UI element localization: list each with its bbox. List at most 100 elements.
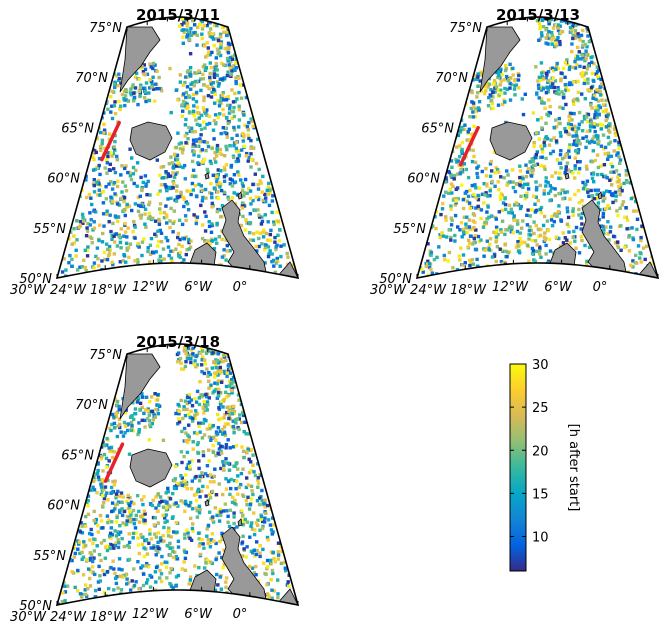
data-point xyxy=(602,163,607,167)
data-point xyxy=(137,520,142,524)
data-point xyxy=(92,475,96,479)
data-point xyxy=(139,204,143,208)
data-point xyxy=(161,247,166,251)
data-point xyxy=(257,502,262,507)
data-point xyxy=(576,32,580,36)
data-point xyxy=(454,157,458,162)
data-point xyxy=(92,488,97,492)
data-point xyxy=(184,90,188,95)
data-point xyxy=(462,162,466,166)
data-point xyxy=(247,432,251,436)
data-point xyxy=(215,359,219,363)
data-point xyxy=(617,184,621,189)
data-point xyxy=(184,431,188,435)
data-point xyxy=(94,182,99,186)
data-point xyxy=(486,104,491,108)
data-point xyxy=(208,159,213,164)
data-point xyxy=(265,188,269,193)
data-point xyxy=(528,225,532,229)
data-point xyxy=(251,124,255,128)
data-point xyxy=(273,270,278,274)
data-point xyxy=(239,223,243,228)
data-point xyxy=(202,83,206,87)
data-point xyxy=(153,516,157,520)
data-point xyxy=(255,548,259,553)
data-point xyxy=(565,62,570,67)
data-point xyxy=(63,590,68,594)
data-point xyxy=(442,194,446,198)
data-point xyxy=(102,538,106,543)
data-point xyxy=(571,207,575,211)
data-point xyxy=(140,187,144,191)
data-point xyxy=(185,28,189,32)
data-point xyxy=(234,146,239,151)
data-point xyxy=(208,75,212,80)
data-point xyxy=(142,495,146,499)
data-point xyxy=(225,509,229,513)
data-point xyxy=(158,228,162,233)
data-point xyxy=(597,140,601,144)
data-point xyxy=(110,509,114,514)
data-point xyxy=(444,218,448,222)
data-point xyxy=(214,366,218,370)
data-point xyxy=(458,258,462,262)
data-point xyxy=(223,502,227,506)
data-point xyxy=(225,147,229,152)
data-point xyxy=(98,579,103,583)
data-point xyxy=(164,204,168,208)
data-point xyxy=(92,556,96,560)
data-point xyxy=(623,245,627,250)
data-point xyxy=(550,186,554,190)
data-point xyxy=(203,472,208,476)
data-point xyxy=(155,158,159,162)
data-point xyxy=(99,485,104,489)
data-point xyxy=(101,505,105,509)
colorbar-label: [h after start] xyxy=(566,424,581,512)
data-point xyxy=(241,202,246,206)
data-point xyxy=(617,143,621,147)
data-point xyxy=(73,551,77,556)
data-point xyxy=(583,78,587,82)
data-point xyxy=(199,184,203,188)
data-point xyxy=(559,71,563,75)
data-point xyxy=(468,115,472,119)
data-point xyxy=(191,419,195,423)
data-point xyxy=(274,247,278,252)
data-point xyxy=(116,489,120,494)
data-point xyxy=(579,57,583,61)
data-point xyxy=(147,438,151,442)
data-point xyxy=(585,29,590,33)
data-point xyxy=(109,428,113,433)
data-point xyxy=(112,104,117,108)
data-point xyxy=(69,230,73,234)
data-point xyxy=(460,125,464,130)
data-point xyxy=(106,154,110,159)
data-point xyxy=(228,42,232,47)
data-point xyxy=(248,196,253,201)
data-point xyxy=(111,199,115,204)
data-point xyxy=(518,169,523,173)
data-point xyxy=(571,171,575,175)
data-point xyxy=(126,170,130,175)
data-point xyxy=(508,81,512,86)
data-point xyxy=(567,224,571,229)
data-point xyxy=(78,224,83,228)
data-point xyxy=(198,474,202,479)
data-point xyxy=(286,255,290,259)
data-point xyxy=(185,189,189,193)
data-point xyxy=(485,239,489,243)
data-point xyxy=(120,568,124,572)
data-point xyxy=(183,479,187,483)
data-point xyxy=(193,79,198,84)
data-point xyxy=(216,379,220,383)
data-point xyxy=(214,154,219,158)
data-point xyxy=(234,66,239,70)
data-point xyxy=(123,94,128,98)
data-point xyxy=(142,546,146,550)
data-point xyxy=(183,177,187,181)
data-point xyxy=(238,83,243,87)
data-point xyxy=(179,141,183,145)
data-point xyxy=(226,368,231,372)
data-point xyxy=(170,259,174,263)
data-point xyxy=(268,523,273,527)
